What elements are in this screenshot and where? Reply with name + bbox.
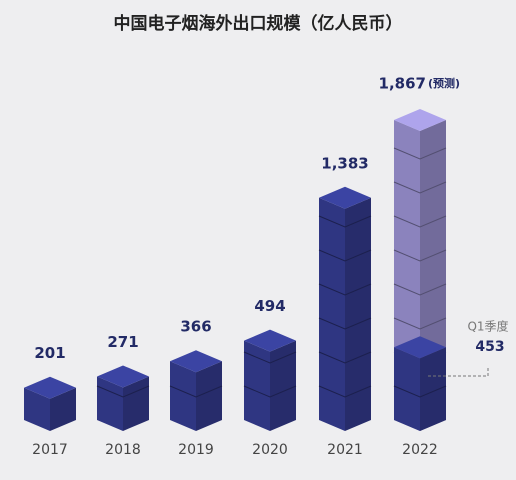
right-face (50, 387, 76, 431)
right-face (270, 340, 296, 431)
cube-edge (393, 249, 447, 262)
cube-edge (318, 283, 372, 296)
right-face (345, 197, 371, 431)
cube-edge (169, 385, 223, 398)
chart-title: 中国电子烟海外出口规模（亿人民币） (114, 13, 403, 34)
bar (243, 329, 297, 431)
cube-edge (393, 147, 447, 160)
value-label: 201 (34, 344, 65, 362)
cube-edge (243, 385, 297, 398)
x-tick-label: 2018 (105, 442, 141, 458)
top-face (394, 336, 446, 359)
bar (24, 376, 76, 431)
top-face (319, 186, 371, 209)
bar (318, 186, 372, 431)
x-tick-label: 2022 (402, 442, 438, 458)
cube-edge (393, 385, 447, 398)
bar (96, 365, 150, 431)
top-face (170, 350, 222, 373)
left-face (170, 361, 196, 431)
q1-value: 453 (475, 339, 504, 355)
cube-edge (318, 215, 372, 228)
cube-edge (318, 317, 372, 330)
x-tick-label: 2020 (252, 442, 288, 458)
q1-label: Q1季度 (467, 319, 508, 334)
value-label: 366 (180, 318, 211, 336)
bar (169, 350, 223, 431)
left-face (319, 197, 345, 431)
left-face (97, 376, 123, 431)
right-face (123, 376, 149, 431)
cube-edge (393, 181, 447, 194)
left-face (24, 387, 50, 431)
value-label: 494 (254, 297, 285, 315)
cube-edge (393, 215, 447, 228)
cube-edge (243, 351, 297, 364)
left-face (244, 340, 270, 431)
top-face (244, 329, 296, 352)
x-tick-label: 2017 (32, 442, 68, 458)
x-tick-label: 2019 (178, 442, 214, 458)
value-label: 271 (107, 333, 138, 351)
value-label: 1,383 (321, 154, 368, 172)
right-face (420, 347, 446, 431)
right-face (196, 361, 222, 431)
q1-leader (428, 368, 489, 377)
left-face (394, 347, 420, 431)
cube-edge (318, 385, 372, 398)
x-tick-label: 2021 (327, 442, 363, 458)
top-face (24, 376, 76, 399)
cube-edge (393, 317, 447, 330)
cube-edge (393, 283, 447, 296)
cube-edge (318, 249, 372, 262)
value-label: 1,867 (379, 75, 426, 93)
forecast-note: (预测) (428, 76, 460, 90)
cube-edge (96, 385, 150, 398)
q1-bar (393, 336, 447, 431)
top-face (97, 365, 149, 388)
cube-edge (318, 351, 372, 364)
top-face (394, 109, 446, 131)
